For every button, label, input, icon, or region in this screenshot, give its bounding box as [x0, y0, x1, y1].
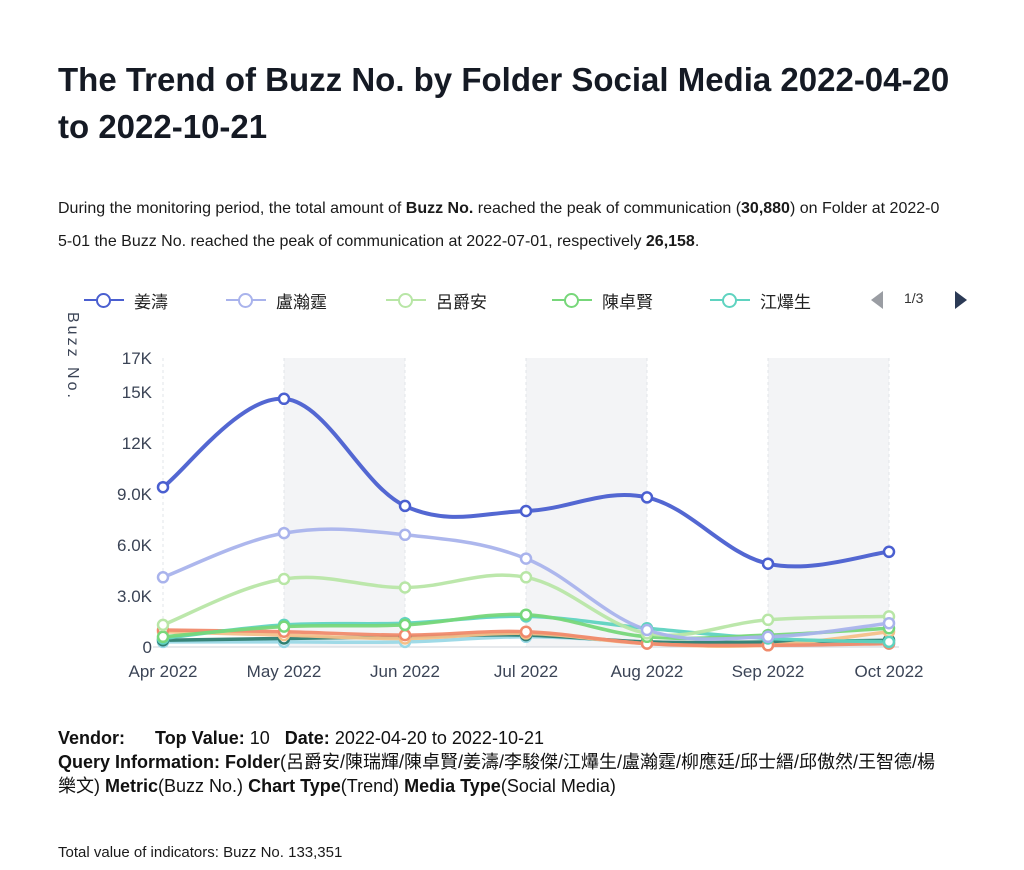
- legend-marker-icon: [550, 288, 594, 312]
- summary-part-1: During the monitoring period, the total …: [58, 200, 406, 217]
- legend-item-4[interactable]: 陳卓賢: [550, 288, 653, 312]
- chart-legend: 姜濤 盧瀚霆 呂爵安 陳卓賢 江𤒹生 1/3: [82, 288, 982, 312]
- data-point[interactable]: [761, 613, 775, 627]
- x-tick-label: Aug 2022: [611, 662, 684, 681]
- query-label: Query Information:: [58, 752, 221, 772]
- legend-item-1[interactable]: 姜濤: [82, 288, 168, 312]
- y-tick-label: 9.0K: [117, 485, 153, 504]
- data-point[interactable]: [519, 504, 533, 518]
- summary-peak-value: 26,158: [645, 233, 695, 250]
- y-axis-label: Buzz No.: [64, 312, 81, 401]
- legend-next-icon[interactable]: [955, 291, 967, 309]
- data-point[interactable]: [640, 491, 654, 504]
- chart-type-value: (Trend): [340, 776, 400, 796]
- data-point[interactable]: [761, 557, 775, 570]
- x-tick-label: Jul 2022: [494, 662, 558, 681]
- data-point[interactable]: [519, 608, 533, 621]
- data-point[interactable]: [882, 545, 896, 559]
- y-tick-label: 15K: [122, 383, 153, 402]
- data-point[interactable]: [156, 630, 170, 644]
- legend-marker-icon: [224, 288, 268, 312]
- chart-band: [768, 358, 889, 647]
- metric-value: (Buzz No.): [158, 776, 244, 796]
- metric-label: Metric: [105, 776, 159, 796]
- y-tick-label: 0: [143, 638, 152, 657]
- legend-marker-icon: [708, 288, 752, 312]
- chart-type-label: Chart Type: [248, 776, 341, 796]
- folder-value: (呂爵安/陳瑞輝/陳卓賢/姜濤/李駿傑/江𤒹生/盧瀚霆/柳應廷/邱士縉/邱傲然/…: [58, 752, 936, 796]
- folder-label: Folder: [225, 752, 281, 772]
- data-point[interactable]: [277, 572, 291, 586]
- legend-label: 江𤒹生: [760, 292, 811, 312]
- data-point[interactable]: [882, 616, 896, 630]
- data-point[interactable]: [156, 571, 170, 584]
- summary-metric: Buzz No.: [405, 200, 474, 217]
- data-point[interactable]: [398, 618, 412, 632]
- data-point[interactable]: [277, 392, 291, 406]
- query-footer: Vendor: Top Value: 10 Date: 2022-04-20 t…: [58, 726, 938, 798]
- chart-band: [526, 358, 647, 647]
- data-point[interactable]: [277, 526, 291, 540]
- data-point[interactable]: [398, 581, 412, 594]
- line-chart: 0 3.0K 6.0K 9.0K 12K 15K 17K Apr 2022 May 2022 J…: [64, 312, 924, 681]
- y-tick-label: 3.0K: [117, 587, 153, 606]
- x-tick-label: May 2022: [247, 662, 322, 681]
- x-tick-label: Sep 2022: [732, 662, 805, 681]
- legend-prev-icon[interactable]: [871, 291, 883, 309]
- chart-band: [284, 358, 405, 647]
- y-tick-label: 6.0K: [117, 536, 153, 555]
- legend-page-indicator: 1/3: [904, 290, 924, 306]
- footer-line-1: Vendor: Top Value: 10 Date: 2022-04-20 t…: [58, 726, 938, 750]
- data-point[interactable]: [277, 620, 291, 633]
- x-tick-label: Jun 2022: [370, 662, 440, 681]
- data-point[interactable]: [640, 623, 654, 637]
- summary-part-3: ) on Folder at 2022-05-01 the Buzz No. r…: [58, 200, 940, 250]
- data-point[interactable]: [398, 528, 412, 542]
- legend-label: 姜濤: [134, 292, 168, 312]
- legend-label: 呂爵安: [436, 292, 487, 312]
- date-label: Date:: [284, 728, 330, 748]
- legend-marker-icon: [384, 288, 428, 312]
- x-tick-label: Oct 2022: [855, 662, 924, 681]
- data-point[interactable]: [398, 499, 412, 513]
- legend-marker-icon: [82, 288, 126, 312]
- vendor-label: Vendor:: [58, 728, 126, 748]
- legend-item-2[interactable]: 盧瀚霆: [224, 288, 327, 312]
- legend-item-5[interactable]: 江𤒹生: [708, 288, 811, 312]
- date-value: 2022-04-20 to 2022-10-21: [334, 728, 544, 748]
- legend-label: 陳卓賢: [602, 292, 653, 312]
- page-title: The Trend of Buzz No. by Folder Social M…: [58, 61, 950, 145]
- media-type-value: (Social Media): [500, 776, 616, 796]
- summary-part-4: .: [694, 233, 700, 250]
- summary-peak-total: 30,880: [741, 200, 790, 217]
- summary-text: During the monitoring period, the total …: [58, 192, 948, 258]
- data-point[interactable]: [519, 625, 533, 638]
- data-point[interactable]: [156, 480, 170, 494]
- summary-part-2: reached the peak of communication (: [473, 200, 742, 217]
- top-value-label: Top Value:: [155, 728, 245, 748]
- data-point[interactable]: [882, 635, 896, 649]
- legend-item-3[interactable]: 呂爵安: [384, 288, 487, 312]
- legend-label: 盧瀚霆: [276, 292, 327, 312]
- data-point[interactable]: [761, 630, 775, 644]
- footer-query-info: Query Information: Folder(呂爵安/陳瑞輝/陳卓賢/姜濤…: [58, 750, 938, 798]
- data-point[interactable]: [398, 628, 412, 642]
- top-value: 10: [249, 728, 270, 748]
- y-tick-label: 17K: [122, 349, 153, 368]
- y-tick-label: 12K: [122, 434, 153, 453]
- media-type-label: Media Type: [404, 776, 501, 796]
- total-indicators: Total value of indicators: Buzz No. 133,…: [58, 844, 343, 861]
- data-point[interactable]: [519, 552, 533, 565]
- data-point[interactable]: [519, 571, 533, 584]
- data-point[interactable]: [156, 618, 170, 632]
- x-tick-label: Apr 2022: [129, 662, 198, 681]
